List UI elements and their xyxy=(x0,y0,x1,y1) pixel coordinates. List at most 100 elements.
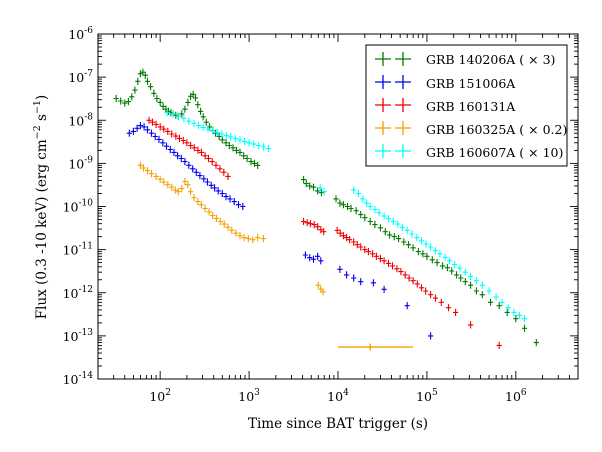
data-point-grb160325a xyxy=(165,181,171,189)
data-point-grb151006a xyxy=(204,178,210,186)
data-point-grb151006a xyxy=(404,302,410,310)
data-point-grb151006a xyxy=(141,123,147,131)
data-point-grb160607a xyxy=(210,127,216,135)
data-point-grb160607a xyxy=(479,281,485,289)
data-point-grb160607a xyxy=(219,130,225,138)
data-point-grb140206a xyxy=(185,98,191,106)
data-point-grb160325a xyxy=(175,188,181,196)
data-point-grb160325a xyxy=(250,236,256,244)
data-point-grb160325a xyxy=(185,181,191,189)
data-point-grb160607a xyxy=(409,230,415,238)
data-point-grb140206a xyxy=(241,152,247,160)
data-point-grb140206a xyxy=(144,77,151,85)
data-point-grb151006a xyxy=(208,181,214,189)
data-point-grb160607a xyxy=(395,220,401,228)
data-point-grb160607a xyxy=(175,112,181,120)
data-point-grb140206a xyxy=(444,264,450,272)
data-point-grb160131a xyxy=(453,308,459,316)
data-point-grb160607a xyxy=(432,247,439,255)
data-point-grb140206a xyxy=(255,161,261,169)
data-point-grb151006a xyxy=(193,168,199,176)
data-point-grb160131a xyxy=(301,217,307,226)
data-point-grb151006a xyxy=(215,187,221,195)
data-point-grb151006a xyxy=(156,135,162,143)
y-tick-label: 10-12 xyxy=(63,285,93,301)
data-point-grb140206a xyxy=(468,281,474,289)
data-point-grb151006a xyxy=(227,195,233,203)
data-point-grb151006a xyxy=(182,158,188,166)
y-axis-title-mid: s xyxy=(34,114,50,125)
data-point-grb160131a xyxy=(347,236,353,244)
data-point-grb140206a xyxy=(382,228,388,236)
data-point-grb151006a xyxy=(351,274,357,282)
y-tick-label: 10-9 xyxy=(68,155,93,171)
data-point-grb140206a xyxy=(203,118,209,126)
data-point-grb160325a xyxy=(137,161,143,169)
y-tick-label: 10-11 xyxy=(63,242,93,258)
data-point-grb160325a xyxy=(148,170,155,178)
data-point-grb160131a xyxy=(169,130,175,138)
x-tick-label: 104 xyxy=(327,388,349,404)
data-point-grb160607a xyxy=(364,199,370,207)
data-point-grb160131a xyxy=(406,274,412,282)
y-tick-labels: 10-14 10-13 10-12 10-11 10-10 10-9 10-8 10-7 10-… xyxy=(63,26,94,387)
data-point-grb140206a xyxy=(473,287,479,295)
data-point-grb160325a xyxy=(260,235,266,243)
y-axis-title-main: Flux (0.3 -10 keV) (erg cm xyxy=(34,139,50,319)
data-point-grb140206a xyxy=(496,302,502,310)
data-point-grb160131a xyxy=(315,223,321,231)
data-point-grb140206a xyxy=(129,93,135,101)
data-point-grb160325a xyxy=(210,211,216,220)
data-point-grb160607a xyxy=(214,128,220,137)
data-point-grb160131a xyxy=(188,141,194,150)
data-point-grb160607a xyxy=(376,209,382,217)
data-point-grb151006a xyxy=(302,251,308,259)
data-point-grb140206a xyxy=(429,256,435,264)
data-point-grb160607a xyxy=(181,114,187,123)
data-point-grb160131a xyxy=(149,118,156,126)
data-point-grb140206a xyxy=(251,159,258,167)
data-point-grb140206a xyxy=(310,183,317,191)
data-point-grb160607a xyxy=(516,311,523,319)
data-point-grb140206a xyxy=(151,89,157,97)
data-point-grb160607a xyxy=(414,234,420,242)
data-point-grb140206a xyxy=(233,146,239,154)
data-point-grb160607a xyxy=(200,123,206,132)
data-point-grb160131a xyxy=(402,271,408,279)
data-point-grb160131a xyxy=(213,161,219,169)
data-point-grb160325a xyxy=(182,177,188,186)
data-point-grb160131a xyxy=(377,255,383,263)
data-point-grb160325a xyxy=(202,204,208,213)
data-point-grb160607a xyxy=(265,145,271,153)
data-point-grb160131a xyxy=(165,127,171,135)
data-point-grb160131a xyxy=(423,287,429,295)
data-point-grb160607a xyxy=(186,117,192,125)
data-point-grb160131a xyxy=(307,220,314,228)
data-point-grb151006a xyxy=(344,271,350,279)
data-point-grb160607a xyxy=(390,217,396,226)
data-point-grb160131a xyxy=(198,148,205,156)
data-point-grb160131a xyxy=(373,252,379,260)
axis-ticks xyxy=(97,34,579,380)
data-point-grb160131a xyxy=(445,304,452,312)
data-point-grb160325a xyxy=(172,186,178,194)
data-point-grb140206a xyxy=(198,107,204,115)
legend-marker-cross xyxy=(395,98,411,112)
data-point-grb151006a xyxy=(219,189,225,198)
data-point-grb151006a xyxy=(240,202,246,211)
data-point-grb151006a xyxy=(175,152,181,160)
data-point-grb140206a xyxy=(216,132,222,141)
data-point-grb140206a xyxy=(307,182,313,190)
data-point-grb151006a xyxy=(152,132,158,141)
data-point-grb140206a xyxy=(244,154,250,163)
data-point-grb140206a xyxy=(420,250,426,258)
data-point-grb160325a xyxy=(225,223,231,231)
data-point-grb140206a xyxy=(135,77,141,85)
data-point-grb160607a xyxy=(505,304,511,312)
y-tick-label: 10-8 xyxy=(68,112,93,128)
legend-label-grb140206a: GRB 140206A ( × 3) xyxy=(426,52,555,67)
data-point-grb160131a xyxy=(176,134,183,142)
data-point-grb160325a xyxy=(140,164,147,172)
data-point-grb160131a xyxy=(191,144,197,152)
data-point-grb160607a xyxy=(256,141,262,150)
